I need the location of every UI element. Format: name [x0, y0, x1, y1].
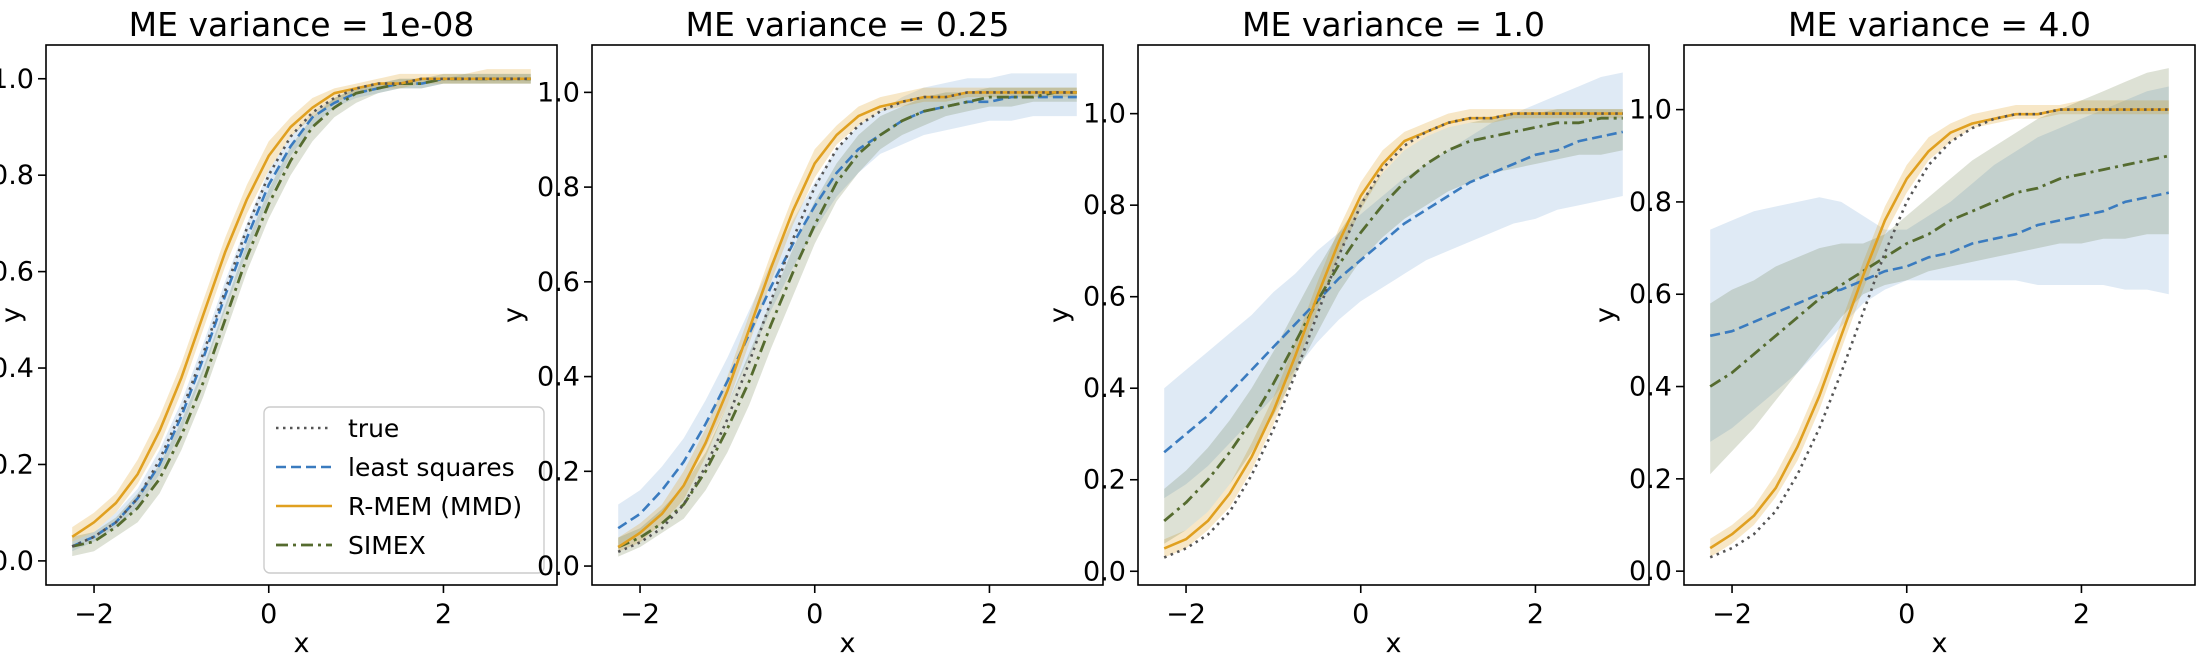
x-tick-label: 2	[435, 599, 452, 630]
x-tick-label: 0	[1898, 599, 1915, 630]
x-axis-label: x	[294, 628, 310, 659]
subplot-3: −2 0 2 0.0 0.2 0.4 0.6 0.8 1.0 ME variance = 1.0 x…	[1044, 5, 1650, 659]
subplot-2: −2 0 2 0.0 0.2 0.4 0.6 0.8 1.0 ME variance = 0.25…	[498, 5, 1104, 659]
y-tick-label: 0.0	[1083, 556, 1126, 587]
y-tick-label: 0.8	[537, 172, 580, 203]
x-tick-label: 2	[981, 599, 998, 630]
line-true	[1163, 112, 1623, 559]
y-tick-label: 1.0	[1629, 95, 1672, 126]
subplot-1: −2 0 2 0.0 0.2 0.4 0.6 0.8 1.0 ME variance = 1e-0…	[0, 5, 558, 659]
chart-title: ME variance = 1.0	[1242, 5, 1545, 44]
y-tick-label: 0.6	[1083, 282, 1126, 313]
subplot-4: −2 0 2 0.0 0.2 0.4 0.6 0.8 1.0 ME variance = 4.0 x…	[1590, 5, 2196, 659]
y-tick-label: 0.2	[537, 456, 580, 487]
legend-label: R-MEM (MMD)	[348, 492, 522, 521]
y-axis-label: y	[1044, 307, 1075, 323]
y-axis-label: y	[1590, 307, 1621, 323]
y-tick-label: 0.6	[1629, 279, 1672, 310]
x-tick-label: −2	[1712, 599, 1752, 630]
legend-box	[263, 406, 545, 574]
band-r-mem-mmd	[1164, 109, 1623, 558]
y-tick-label: 0.2	[0, 449, 34, 480]
x-tick-label: 0	[260, 599, 277, 630]
band-simex	[1710, 68, 2169, 475]
y-tick-label: 0.6	[0, 257, 34, 288]
y-tick-label: 0.2	[1629, 464, 1672, 495]
plot-area	[617, 73, 1077, 557]
line-r-mem-mmd	[71, 77, 531, 538]
line-simex	[1709, 154, 2170, 388]
line-simex	[1163, 116, 1623, 522]
axes-frame	[1137, 44, 1650, 586]
line-true	[1709, 108, 2169, 559]
y-tick-label: 0.2	[1083, 465, 1126, 496]
y-axis-label: y	[498, 307, 529, 323]
line-least-squares	[617, 95, 1077, 530]
axes-frame	[591, 44, 1104, 586]
y-tick-label: 1.0	[537, 77, 580, 108]
line-least-squares	[1709, 191, 2170, 338]
band-least-squares	[1710, 86, 2169, 442]
plot-area	[1709, 68, 2170, 559]
x-axis-label: x	[1386, 628, 1402, 659]
chart-title: ME variance = 0.25	[686, 5, 1010, 44]
y-tick-label: 0.4	[0, 353, 34, 384]
x-tick-label: 2	[1527, 599, 1544, 630]
y-tick-label: 0.4	[1629, 372, 1672, 403]
y-tick-label: 1.0	[1083, 99, 1126, 130]
y-tick-label: 0.4	[1083, 373, 1126, 404]
x-tick-label: −2	[74, 599, 114, 630]
y-tick-label: 0.6	[537, 267, 580, 298]
band-r-mem-mmd	[72, 69, 531, 542]
legend-label: true	[348, 414, 399, 443]
band-simex	[618, 87, 1077, 557]
y-tick-label: 0.8	[1629, 187, 1672, 218]
x-axis-label: x	[840, 628, 856, 659]
y-tick-label: 0.4	[537, 362, 580, 393]
line-true	[71, 77, 531, 548]
y-tick-label: 1.0	[0, 64, 34, 95]
x-axis-label: x	[1932, 628, 1948, 659]
y-tick-label: 0.0	[1629, 556, 1672, 587]
y-tick-label: 0.8	[1083, 190, 1126, 221]
y-axis-label: y	[0, 307, 27, 323]
chart-title: ME variance = 4.0	[1788, 5, 2091, 44]
y-tick-label: 0.0	[537, 551, 580, 582]
band-simex	[72, 73, 531, 557]
plot-area	[71, 69, 531, 557]
line-least-squares	[1163, 130, 1624, 454]
y-tick-label: 0.0	[0, 546, 34, 577]
x-tick-label: 0	[1352, 599, 1369, 630]
line-simex	[617, 91, 1077, 549]
axes-frame	[1683, 44, 2196, 586]
band-least-squares	[1164, 72, 1623, 499]
axes-frame	[45, 44, 558, 586]
x-tick-label: −2	[1166, 599, 1206, 630]
legend-label: least squares	[348, 453, 515, 482]
legend: true least squares R-MEM (MMD) SIMEX	[263, 406, 545, 574]
x-tick-label: 0	[806, 599, 823, 630]
line-true	[617, 91, 1077, 553]
band-simex	[1164, 109, 1623, 544]
legend-label: SIMEX	[348, 531, 426, 560]
x-tick-label: −2	[620, 599, 660, 630]
chart-title: ME variance = 1e-08	[129, 5, 475, 44]
x-tick-label: 2	[2073, 599, 2090, 630]
plot-area	[1163, 72, 1624, 559]
y-tick-label: 0.8	[0, 160, 34, 191]
band-r-mem-mmd	[618, 87, 1077, 552]
line-r-mem-mmd	[1709, 108, 2169, 550]
